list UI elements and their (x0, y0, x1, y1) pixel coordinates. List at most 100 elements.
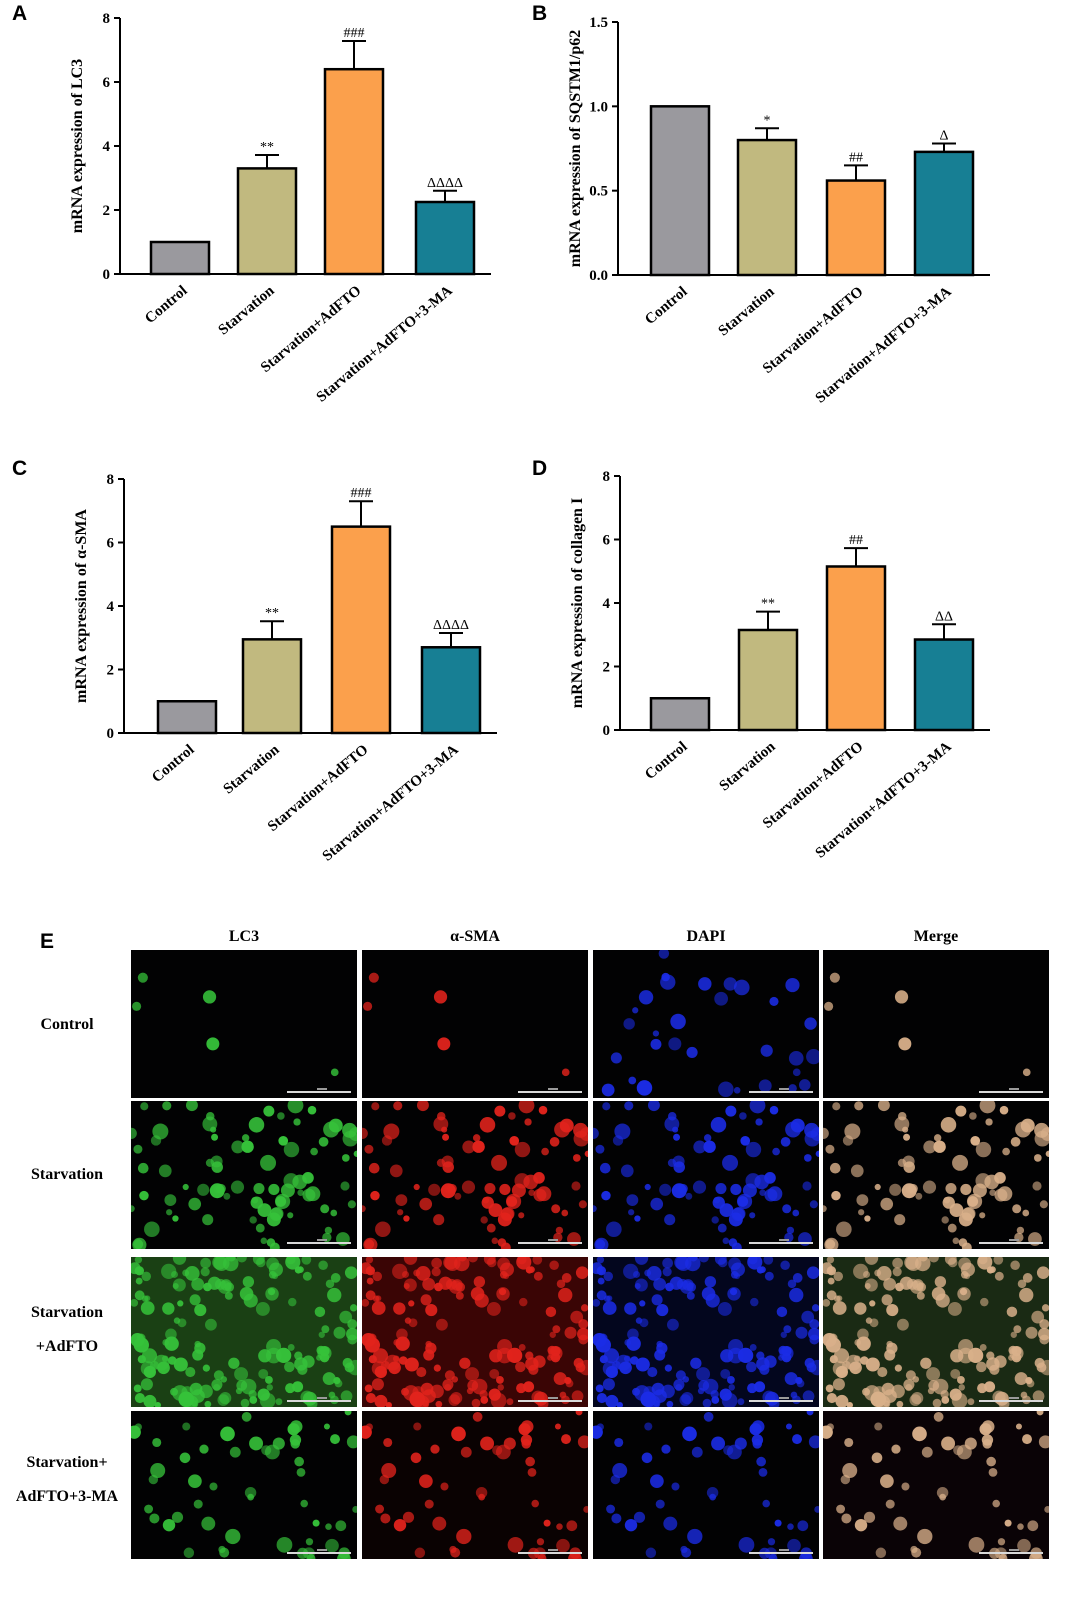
cell-blob (986, 1357, 1000, 1371)
cell-blob (759, 1266, 766, 1273)
cell-blob (140, 1102, 149, 1111)
cell-blob (230, 1180, 245, 1194)
cell-blob (141, 1271, 152, 1282)
cell-blob (994, 1172, 1006, 1184)
cell-blob (205, 1158, 215, 1168)
scale-bar-text-mark (548, 1239, 558, 1241)
cell-blob (655, 1499, 665, 1509)
cell-blob (500, 1242, 511, 1249)
cell-blob (798, 1079, 811, 1091)
cell-blob (425, 1342, 437, 1354)
cell-blob (370, 1190, 380, 1201)
cell-blob (461, 1180, 476, 1194)
cell-blob (686, 1046, 698, 1058)
cell-blob (263, 1105, 275, 1117)
cell-blob (325, 1523, 332, 1530)
cell-blob (632, 1007, 639, 1014)
cell-blob (202, 1364, 210, 1372)
cell-blob (854, 1302, 867, 1315)
cell-blob (133, 1337, 149, 1353)
cell-blob (449, 1280, 463, 1294)
cell-blob (985, 1118, 993, 1126)
cell-blob (415, 1266, 431, 1281)
cell-blob (945, 1183, 957, 1195)
cell-blob (667, 1318, 679, 1331)
cell-blob (772, 1147, 780, 1156)
cell-blob (640, 1391, 657, 1407)
cell-blob (836, 1221, 852, 1238)
cell-blob (854, 1339, 862, 1346)
cell-blob (992, 1499, 1000, 1508)
cell-blob (1010, 1331, 1017, 1338)
cell-blob (435, 1400, 443, 1407)
cell-blob (1022, 1434, 1032, 1445)
cell-blob (465, 1367, 480, 1382)
cell-blob (472, 1411, 483, 1422)
cell-blob (966, 1193, 983, 1210)
cell-blob (364, 1144, 374, 1154)
cell-blob (202, 990, 217, 1004)
cell-blob (809, 1200, 818, 1209)
cell-blob (431, 1257, 442, 1269)
cell-blob (814, 1506, 819, 1513)
scale-bar (979, 1552, 1043, 1554)
cell-blob (171, 1511, 184, 1523)
cell-blob (927, 1387, 935, 1395)
cell-blob (533, 1271, 543, 1281)
cell-blob (769, 1105, 779, 1115)
cell-blob (300, 1499, 308, 1508)
cell-blob (886, 1342, 898, 1354)
cell-blob (947, 1223, 957, 1233)
cell-blob (1022, 1209, 1030, 1217)
cell-blob (979, 1423, 992, 1436)
cell-blob (593, 1298, 601, 1307)
y-tick-label: 2 (603, 660, 611, 676)
cell-blob (646, 1266, 662, 1281)
cell-blob (134, 1257, 143, 1264)
chart-d-svg: 0 2 4 6 8 mRNA expression of collagen I Contro… (569, 469, 990, 862)
cell-blob (912, 1376, 920, 1383)
cell-blob (144, 1221, 160, 1238)
cell-blob (364, 1384, 373, 1393)
cell-blob (664, 1116, 680, 1132)
cell-blob (829, 972, 840, 983)
cell-blob (1004, 1519, 1012, 1527)
cell-blob (789, 1287, 804, 1303)
cell-blob (283, 1141, 300, 1158)
cell-blob (823, 1127, 829, 1139)
y-tick-label: 8 (103, 11, 111, 27)
cell-blob (297, 1189, 304, 1196)
cell-blob (626, 1194, 639, 1207)
cell-blob (933, 1134, 942, 1142)
cell-blob (718, 1081, 734, 1098)
cell-blob (374, 1394, 388, 1407)
cell-blob (796, 1379, 805, 1388)
y-tick-label: 8 (107, 472, 115, 488)
cell-blob (293, 1118, 301, 1126)
cell-blob (143, 1394, 157, 1407)
cell-blob (340, 1390, 353, 1403)
cell-blob (823, 1298, 831, 1307)
cell-blob (275, 1347, 292, 1364)
cell-blob (521, 1439, 532, 1449)
cell-blob (1002, 1147, 1010, 1156)
cell-blob (154, 1401, 161, 1407)
cell-blob (749, 1343, 757, 1351)
cell-blob (284, 1361, 295, 1373)
cell-blob (242, 1276, 255, 1288)
cell-blob (297, 1266, 304, 1273)
row-label-starvation-adfto-line1: Starvation (31, 1304, 103, 1321)
cell-blob (702, 1378, 719, 1395)
cell-blob (734, 1437, 747, 1450)
cell-blob (402, 1511, 415, 1523)
micrograph-tile (593, 1101, 819, 1249)
cell-blob (519, 1297, 528, 1307)
y-tick-label: 8 (603, 469, 611, 485)
bar (649, 697, 711, 732)
cell-blob (806, 1411, 814, 1416)
cell-blob (901, 1482, 910, 1491)
cell-blob (785, 977, 800, 993)
micrograph-tile (131, 950, 357, 1098)
y-tick-label: 2 (103, 203, 111, 219)
cell-blob (842, 1463, 858, 1479)
